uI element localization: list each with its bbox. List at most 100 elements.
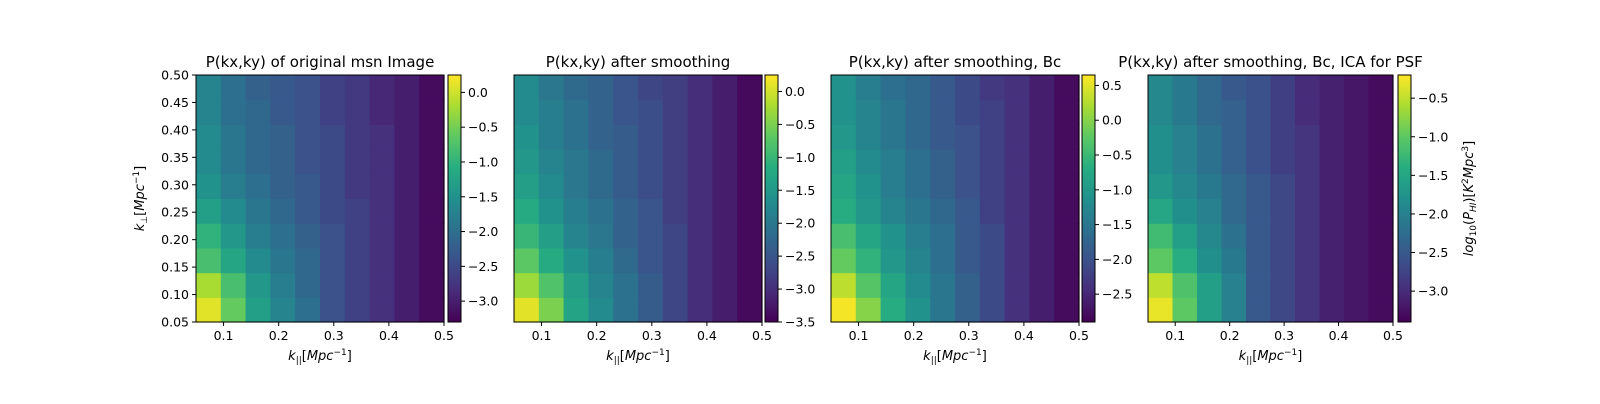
- heatmap-cell: [419, 247, 445, 274]
- heatmap-cell: [588, 149, 614, 175]
- heatmap-cell: [419, 75, 445, 101]
- heatmap-cell: [1197, 99, 1223, 125]
- heatmap-cell: [1221, 198, 1247, 224]
- heatmap-cell: [1344, 198, 1370, 224]
- heatmap-cell: [1344, 173, 1370, 200]
- heatmap-cell: [270, 149, 296, 175]
- heatmap-cell: [1221, 149, 1247, 175]
- heatmap-cell: [588, 124, 614, 150]
- heatmap-cell: [1197, 124, 1223, 150]
- colorbar-tick-label: −0.5: [785, 117, 815, 132]
- heatmap-cell: [638, 75, 664, 101]
- heatmap-cell: [905, 198, 931, 224]
- colorbar-tick-label: −2.5: [1102, 287, 1132, 302]
- heatmap-cell: [1344, 272, 1370, 298]
- heatmap-cell: [712, 198, 738, 224]
- panel-title: P(kx,ky) after smoothing: [546, 53, 731, 71]
- heatmap-cell: [1295, 297, 1321, 323]
- heatmap-cell: [1319, 99, 1345, 125]
- heatmap-cell: [1319, 75, 1345, 101]
- heatmap-cell: [514, 223, 540, 249]
- heatmap-cell: [320, 247, 346, 274]
- heatmap-cell: [320, 99, 346, 125]
- heatmap-cell: [979, 297, 1006, 323]
- x-tick-label: 0.1: [532, 328, 552, 343]
- heatmap-cell: [1344, 247, 1370, 274]
- heatmap-cell: [662, 124, 689, 150]
- heatmap-cell: [662, 149, 689, 175]
- x-tick-label: 0.1: [1165, 328, 1185, 343]
- heatmap-cell: [295, 99, 321, 125]
- heatmap-cell: [344, 297, 371, 323]
- heatmap-cell: [394, 149, 420, 175]
- heatmap-cell: [1295, 272, 1321, 298]
- heatmap-cell: [905, 272, 931, 298]
- heatmap-cell: [320, 149, 346, 175]
- heatmap-cell: [855, 223, 882, 249]
- heatmap-panel-4: P(kx,ky) after smoothing, Bc, ICA for PS…: [1118, 53, 1479, 366]
- heatmap-cell: [196, 297, 222, 323]
- heatmap-cell: [1054, 173, 1080, 200]
- x-axis-label: k||[Mpc−1]: [1239, 348, 1303, 366]
- heatmap-cell: [514, 149, 540, 175]
- heatmap-cell: [320, 124, 346, 150]
- heatmap-cell: [196, 247, 222, 274]
- heatmap-cell: [712, 223, 738, 249]
- axes-frame: [195, 74, 445, 323]
- heatmap-cell: [245, 173, 271, 200]
- heatmap-cell: [196, 149, 222, 175]
- heatmap-cell: [1270, 297, 1296, 323]
- heatmap-cell: [394, 75, 420, 101]
- heatmap-panel-3: P(kx,ky) after smoothing, Bc 0.1 0.2 0.3 0.4…: [830, 53, 1132, 366]
- colorbar-tick-label: −2.5: [468, 259, 498, 274]
- heatmap-cell: [955, 99, 981, 125]
- heatmap-cell: [344, 223, 371, 249]
- heatmap-cell: [1054, 198, 1080, 224]
- heatmap-cell: [638, 223, 664, 249]
- x-tick-label: 0.3: [959, 328, 979, 343]
- heatmap-cell: [979, 223, 1006, 249]
- heatmap-cell: [955, 124, 981, 150]
- heatmap-cell: [538, 149, 565, 175]
- heatmap-cell: [1004, 198, 1030, 224]
- heatmap-cell: [1368, 247, 1394, 274]
- heatmap-cell: [1221, 124, 1247, 150]
- colorbar-tick-label: −2.5: [785, 249, 815, 264]
- heatmap-cell: [737, 247, 763, 274]
- heatmap-cell: [1172, 223, 1198, 249]
- colorbar-label: log10(PHI)[K2Mpc3]: [1461, 141, 1479, 256]
- heatmap-cell: [880, 173, 906, 200]
- heatmap-cell: [1054, 149, 1080, 175]
- heatmap-cell: [196, 75, 222, 101]
- heatmap-cell: [1270, 124, 1296, 150]
- heatmap-cell: [514, 247, 540, 274]
- heatmap-cell: [712, 124, 738, 150]
- heatmap-cell: [855, 272, 882, 298]
- heatmap-cell: [1029, 75, 1055, 101]
- heatmap-cell: [1172, 198, 1198, 224]
- heatmap-cell: [1246, 149, 1272, 175]
- heatmap-cell: [905, 149, 931, 175]
- heatmap-cell: [613, 198, 639, 224]
- panel-title: P(kx,ky) of original msn Image: [206, 53, 435, 71]
- heatmap-cell: [1004, 297, 1030, 323]
- colorbar-tick-label: −2.0: [1418, 206, 1448, 221]
- heatmap-cell: [563, 297, 589, 323]
- heatmap-cell: [1148, 149, 1174, 175]
- heatmap-cell: [687, 173, 713, 200]
- colorbar: [1397, 74, 1412, 323]
- heatmap-cell: [687, 124, 713, 150]
- heatmap-cell: [638, 247, 664, 274]
- colorbar-tick-label: −3.0: [468, 294, 498, 309]
- heatmap-cell: [1172, 247, 1198, 274]
- heatmap-cell: [979, 75, 1006, 101]
- heatmap-cell: [270, 247, 296, 274]
- heatmap-cell: [588, 223, 614, 249]
- heatmap-cell: [220, 99, 247, 125]
- heatmap-cell: [1029, 198, 1055, 224]
- colorbar-tick-label: −1.0: [1102, 182, 1132, 197]
- heatmap-cell: [638, 272, 664, 298]
- colorbar-tick-label: 0.0: [1102, 113, 1122, 128]
- heatmap-cell: [737, 223, 763, 249]
- heatmap-cell: [220, 149, 247, 175]
